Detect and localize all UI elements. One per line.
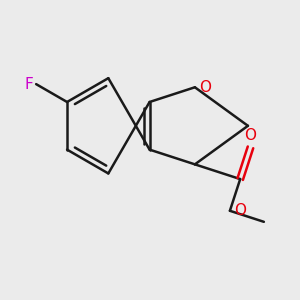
Text: O: O bbox=[234, 203, 246, 218]
Text: O: O bbox=[244, 128, 256, 142]
Text: F: F bbox=[25, 76, 34, 92]
Text: O: O bbox=[199, 80, 211, 95]
